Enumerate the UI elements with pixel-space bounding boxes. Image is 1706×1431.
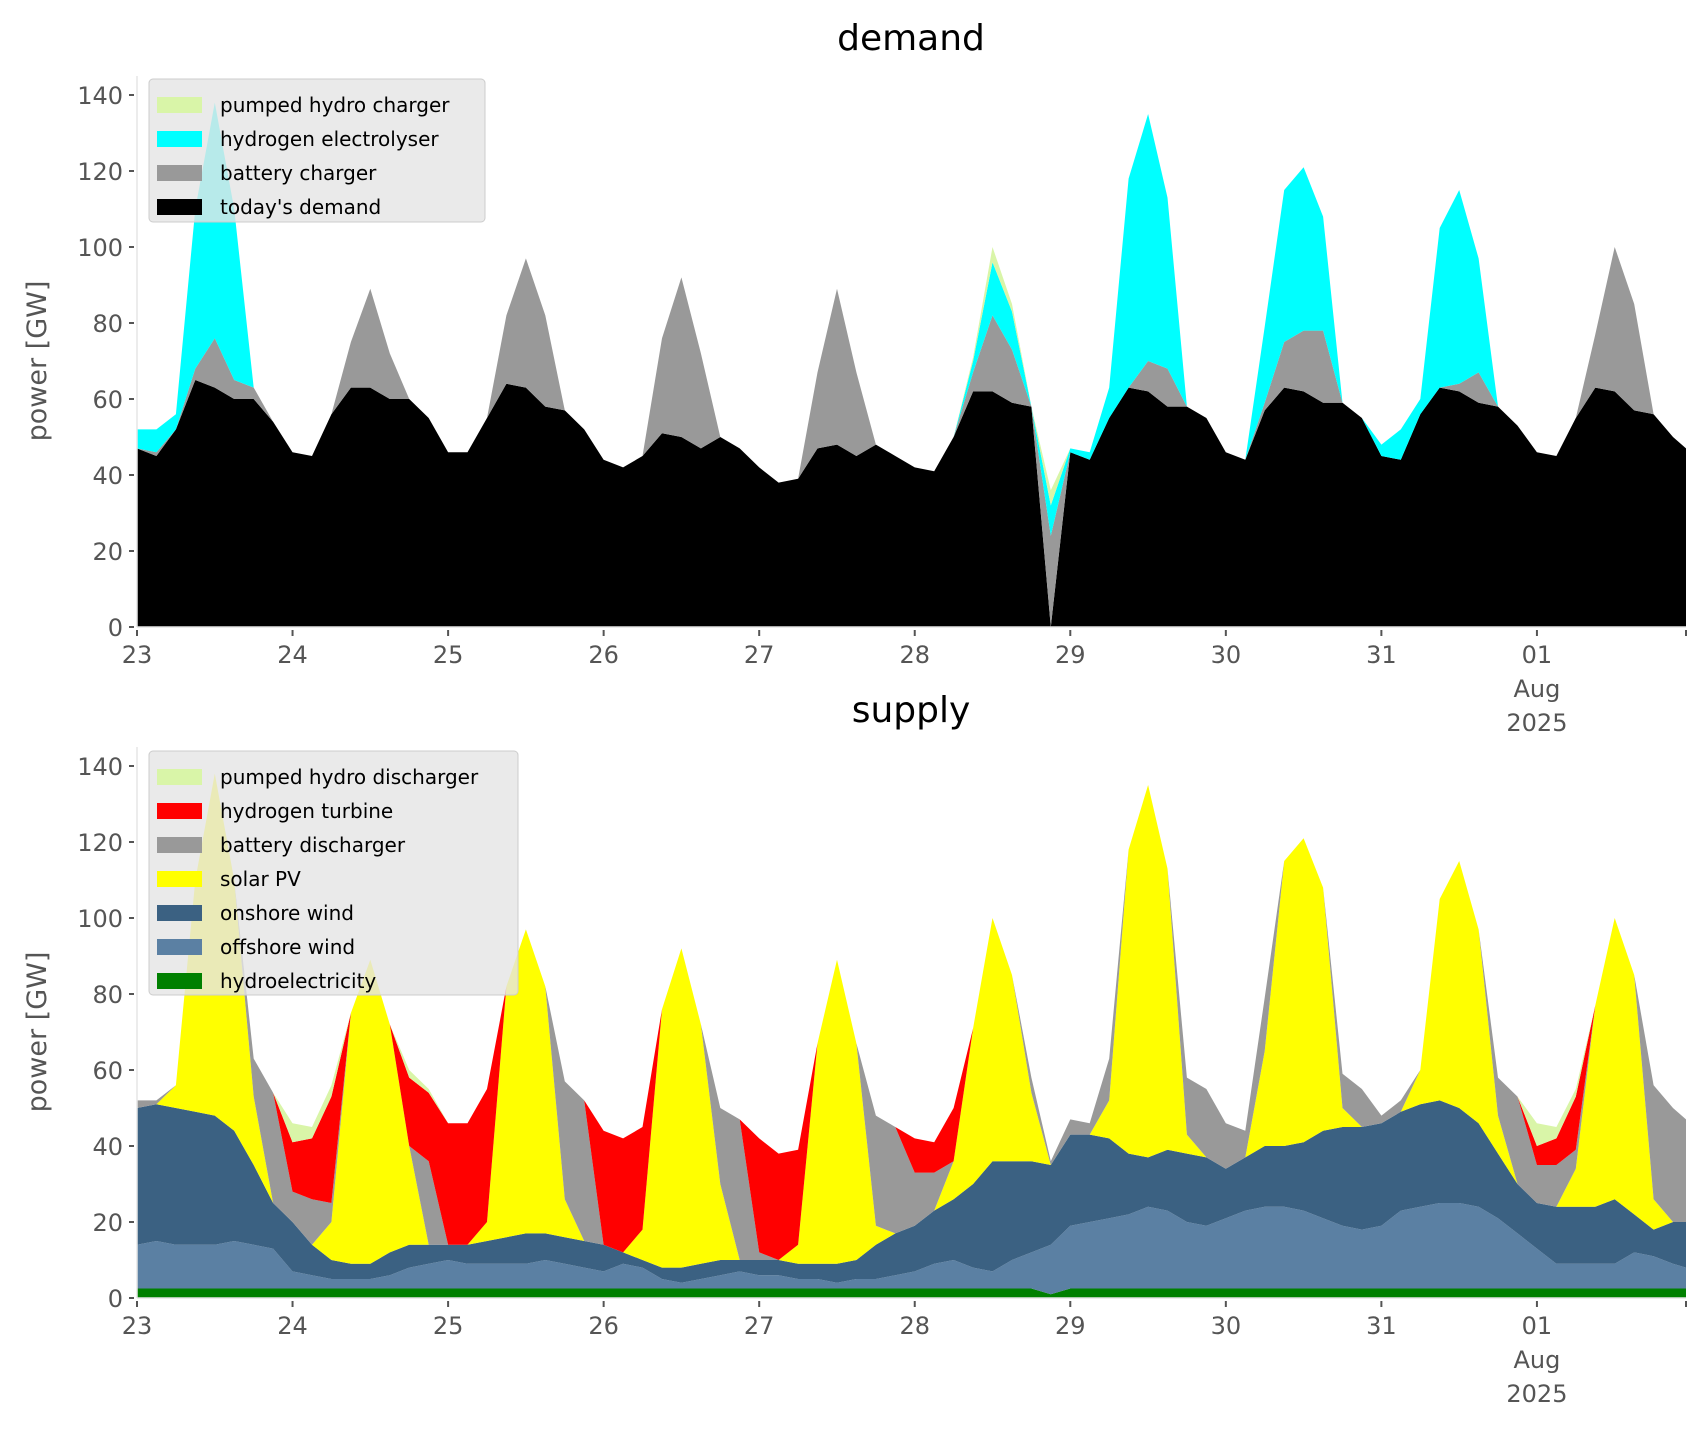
demand-panel: demand 0 20 40 60 80 100 120 140 23 24 25 26 27 28 29 3… bbox=[22, 18, 1687, 737]
legend-swatch-hydrogen-turbine bbox=[157, 803, 202, 819]
x-tick-label: 29 bbox=[1055, 641, 1086, 669]
legend-swatch-battery-charger bbox=[157, 165, 202, 181]
y-tick-label: 100 bbox=[77, 905, 123, 933]
legend-box bbox=[148, 78, 486, 223]
legend-label-solar-pv: solar PV bbox=[220, 867, 301, 891]
x-tick-label: 27 bbox=[744, 641, 775, 669]
x-tick-label: 01 bbox=[1522, 1312, 1553, 1340]
x-tick-year-label: 2025 bbox=[1506, 1380, 1567, 1408]
demand-y-axis-label: power [GW] bbox=[22, 281, 53, 442]
area-hydroelectricity bbox=[137, 1288, 1686, 1298]
supply-legend: pumped hydro discharger hydrogen turbine b… bbox=[148, 750, 519, 996]
area-battery-charger bbox=[137, 247, 1686, 627]
area-offshore-wind bbox=[137, 1203, 1686, 1295]
y-tick-label: 60 bbox=[92, 386, 123, 414]
legend-swatch-onshore-wind bbox=[157, 905, 202, 921]
y-tick-label: 80 bbox=[92, 310, 123, 338]
legend-label-hydrogen-electrolyser: hydrogen electrolyser bbox=[220, 127, 439, 151]
x-tick-label: 27 bbox=[744, 1312, 775, 1340]
area-onshore-wind bbox=[137, 1100, 1686, 1283]
x-tick-label: 25 bbox=[433, 641, 464, 669]
y-tick-label: 80 bbox=[92, 981, 123, 1009]
y-tick-label: 40 bbox=[92, 462, 123, 490]
y-tick-label: 60 bbox=[92, 1057, 123, 1085]
supply-title: supply bbox=[852, 690, 971, 731]
y-tick-label: 120 bbox=[77, 829, 123, 857]
demand-title: demand bbox=[837, 18, 985, 59]
y-tick-label: 100 bbox=[77, 234, 123, 262]
legend-swatch-battery-discharger bbox=[157, 837, 202, 853]
legend-swatch-pumped-hydro-charger bbox=[157, 97, 202, 113]
legend-label-hydrogen-turbine: hydrogen turbine bbox=[220, 799, 393, 823]
area-hydrogen-electrolyser bbox=[137, 102, 1686, 536]
demand-legend: pumped hydro charger hydrogen electrolyse… bbox=[148, 78, 486, 223]
x-tick-label: 26 bbox=[588, 1312, 619, 1340]
x-tick-month-label: Aug bbox=[1513, 1346, 1560, 1374]
legend-label-offshore-wind: offshore wind bbox=[220, 935, 355, 959]
area-hydrogen-turbine bbox=[137, 773, 1686, 1260]
x-tick-label: 24 bbox=[277, 641, 308, 669]
y-tick-label: 140 bbox=[77, 753, 123, 781]
y-tick-label: 0 bbox=[108, 614, 123, 642]
x-tick-label: 31 bbox=[1366, 641, 1397, 669]
x-tick-label: 31 bbox=[1366, 1312, 1397, 1340]
supply-panel: supply 0 20 40 60 80 100 120 140 23 24 25 26 27 28 29 3… bbox=[22, 690, 1687, 1408]
legend-swatch-hydrogen-electrolyser bbox=[157, 131, 202, 147]
y-tick-label: 20 bbox=[92, 538, 123, 566]
area-pumped-hydro-discharger bbox=[137, 773, 1686, 1162]
demand-areas bbox=[137, 102, 1686, 627]
legend-box bbox=[148, 750, 519, 996]
y-tick-label: 0 bbox=[108, 1285, 123, 1313]
y-tick-label: 20 bbox=[92, 1209, 123, 1237]
x-tick-year-label: 2025 bbox=[1506, 709, 1567, 737]
y-tick-label: 40 bbox=[92, 1133, 123, 1161]
x-tick-label: 29 bbox=[1055, 1312, 1086, 1340]
legend-label-pumped-hydro-charger: pumped hydro charger bbox=[220, 93, 450, 117]
legend-label-hydroelectricity: hydroelectricity bbox=[220, 969, 376, 993]
x-tick-label: 01 bbox=[1522, 641, 1553, 669]
x-tick-label: 25 bbox=[433, 1312, 464, 1340]
supply-axes: 0 20 40 60 80 100 120 140 23 24 25 26 27 28 29 30 31 01 Au… bbox=[77, 747, 1687, 1408]
x-tick-label: 30 bbox=[1211, 1312, 1242, 1340]
y-tick-label: 140 bbox=[77, 82, 123, 110]
supply-y-axis-label: power [GW] bbox=[22, 952, 53, 1113]
legend-label-battery-discharger: battery discharger bbox=[220, 833, 406, 857]
legend-label-today-s-demand: today's demand bbox=[220, 195, 381, 219]
x-tick-label: 30 bbox=[1211, 641, 1242, 669]
area-solar-pv bbox=[137, 773, 1686, 1268]
legend-swatch-today-s-demand bbox=[157, 199, 202, 215]
x-tick-label: 26 bbox=[588, 641, 619, 669]
legend-label-battery-charger: battery charger bbox=[220, 161, 377, 185]
legend-swatch-solar-pv bbox=[157, 871, 202, 887]
x-tick-label: 28 bbox=[899, 1312, 930, 1340]
legend-label-onshore-wind: onshore wind bbox=[220, 901, 354, 925]
x-tick-month-label: Aug bbox=[1513, 675, 1560, 703]
x-tick-label: 23 bbox=[122, 1312, 153, 1340]
supply-areas bbox=[137, 773, 1686, 1298]
legend-swatch-offshore-wind bbox=[157, 939, 202, 955]
legend-label-pumped-hydro-discharger: pumped hydro discharger bbox=[220, 765, 479, 789]
y-tick-label: 120 bbox=[77, 158, 123, 186]
legend-swatch-hydroelectricity bbox=[157, 973, 202, 989]
x-tick-label: 24 bbox=[277, 1312, 308, 1340]
x-tick-label: 28 bbox=[899, 641, 930, 669]
legend-swatch-pumped-hydro-discharger bbox=[157, 769, 202, 785]
area-today-s-demand bbox=[137, 380, 1686, 627]
area-battery-discharger bbox=[137, 773, 1686, 1260]
x-tick-label: 23 bbox=[122, 641, 153, 669]
demand-axes: 0 20 40 60 80 100 120 140 23 24 25 26 27 28 29 30 31 01 Au… bbox=[77, 76, 1687, 737]
